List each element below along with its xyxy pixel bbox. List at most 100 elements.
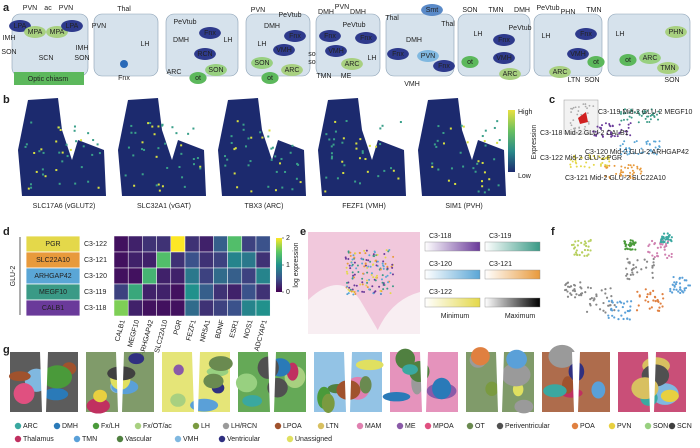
umap-dot (675, 288, 678, 291)
umap-dot (661, 293, 664, 296)
cell-dot (391, 263, 394, 266)
expression-spot (151, 125, 154, 128)
expression-spot (431, 162, 434, 165)
umap-dot (602, 309, 605, 312)
region-label: RCN (197, 51, 212, 58)
expression-spot (181, 176, 184, 179)
region-label: TMN (316, 73, 331, 80)
region-label: PHN (561, 9, 576, 16)
expression-spot (267, 135, 270, 138)
umap-dot (661, 305, 664, 308)
expression-spot (433, 143, 436, 146)
legend-label: LH/RCN (231, 423, 257, 430)
expression-spot (280, 157, 283, 160)
inset-dot (587, 122, 590, 125)
legend-label: C3-121 (489, 261, 512, 268)
cell-dot (352, 274, 355, 277)
umap-dot (628, 262, 631, 265)
expression-spot (270, 158, 273, 161)
region-patch (543, 384, 567, 398)
expression-spot (75, 140, 78, 143)
legend-label: C3-120 (429, 261, 452, 268)
expression-spot (161, 124, 164, 127)
expression-spot (35, 170, 38, 173)
cluster-dot (626, 153, 629, 156)
cell-dot (353, 261, 356, 264)
ventricle (572, 352, 580, 412)
umap-dot (584, 291, 587, 294)
umap-dot (648, 251, 651, 254)
umap-dot (681, 276, 684, 279)
tissue-shape (376, 292, 420, 334)
umap-dot (579, 281, 582, 284)
region-label: VMH (570, 51, 586, 58)
umap-dot (570, 243, 574, 247)
cluster-dot (628, 152, 631, 155)
cluster-dot (630, 166, 633, 169)
cell-dot (361, 281, 364, 284)
region (9, 20, 31, 32)
expression-spot (493, 158, 496, 161)
heatmap-cell (213, 267, 228, 285)
inset-dot (570, 111, 573, 113)
cluster-dot (649, 149, 652, 152)
region-label: Optic chiasm (28, 76, 69, 83)
region (261, 72, 279, 84)
expression-spot (483, 191, 486, 194)
cell-dot (346, 285, 349, 288)
legend-dot (466, 422, 474, 430)
umap-dot (669, 238, 672, 241)
umap-dot (624, 311, 627, 314)
cell-dot (391, 266, 394, 269)
region-patch (93, 389, 108, 403)
cluster-dot (630, 116, 633, 119)
region-label: LH (258, 41, 267, 48)
legend-dot (53, 422, 61, 430)
cell-dot (347, 251, 350, 254)
cell-dot (389, 292, 392, 295)
region-label: PVN (23, 5, 37, 12)
region-label: SON (584, 77, 599, 84)
cell-dot (374, 259, 377, 262)
cluster-dot (633, 152, 636, 155)
cell-dot (384, 256, 387, 259)
region (251, 57, 273, 69)
legend-label: LPOA (283, 423, 302, 430)
region-label: LH (368, 55, 377, 62)
umap-dot (628, 278, 631, 281)
umap-dot (573, 288, 576, 291)
cell-dot (346, 293, 349, 296)
expression-spot (141, 141, 144, 144)
cell-dot (351, 263, 354, 266)
inset-dot (587, 121, 590, 123)
expression-spot (180, 144, 183, 147)
expression-spot (27, 187, 30, 190)
cell-dot (387, 281, 390, 284)
expression-spot (379, 143, 382, 146)
cell-dot (360, 258, 363, 261)
region (493, 52, 515, 64)
umap-dot (645, 260, 649, 263)
expression-spot (242, 128, 245, 131)
legend-dot (356, 422, 364, 430)
expression-spot (334, 130, 337, 133)
umap-dot (659, 302, 662, 305)
expression-spot (447, 179, 450, 182)
umap-dot (565, 282, 568, 285)
region-label: Fnx (498, 37, 510, 44)
legend-dot (644, 422, 652, 430)
cell-dot (347, 258, 350, 261)
expression-spot (336, 177, 339, 180)
umap-dot (605, 296, 609, 299)
umap-dot (628, 318, 631, 321)
umap-dot (666, 235, 669, 239)
cell-dot (359, 283, 362, 286)
cluster-dot (644, 117, 647, 120)
umap-dot (583, 243, 586, 246)
cluster-dot (598, 155, 601, 158)
region-patch (13, 383, 35, 404)
cell-dot (374, 276, 377, 279)
label: log expression (293, 242, 300, 287)
cluster-dot (600, 127, 603, 130)
region-label: DMH (514, 7, 530, 14)
